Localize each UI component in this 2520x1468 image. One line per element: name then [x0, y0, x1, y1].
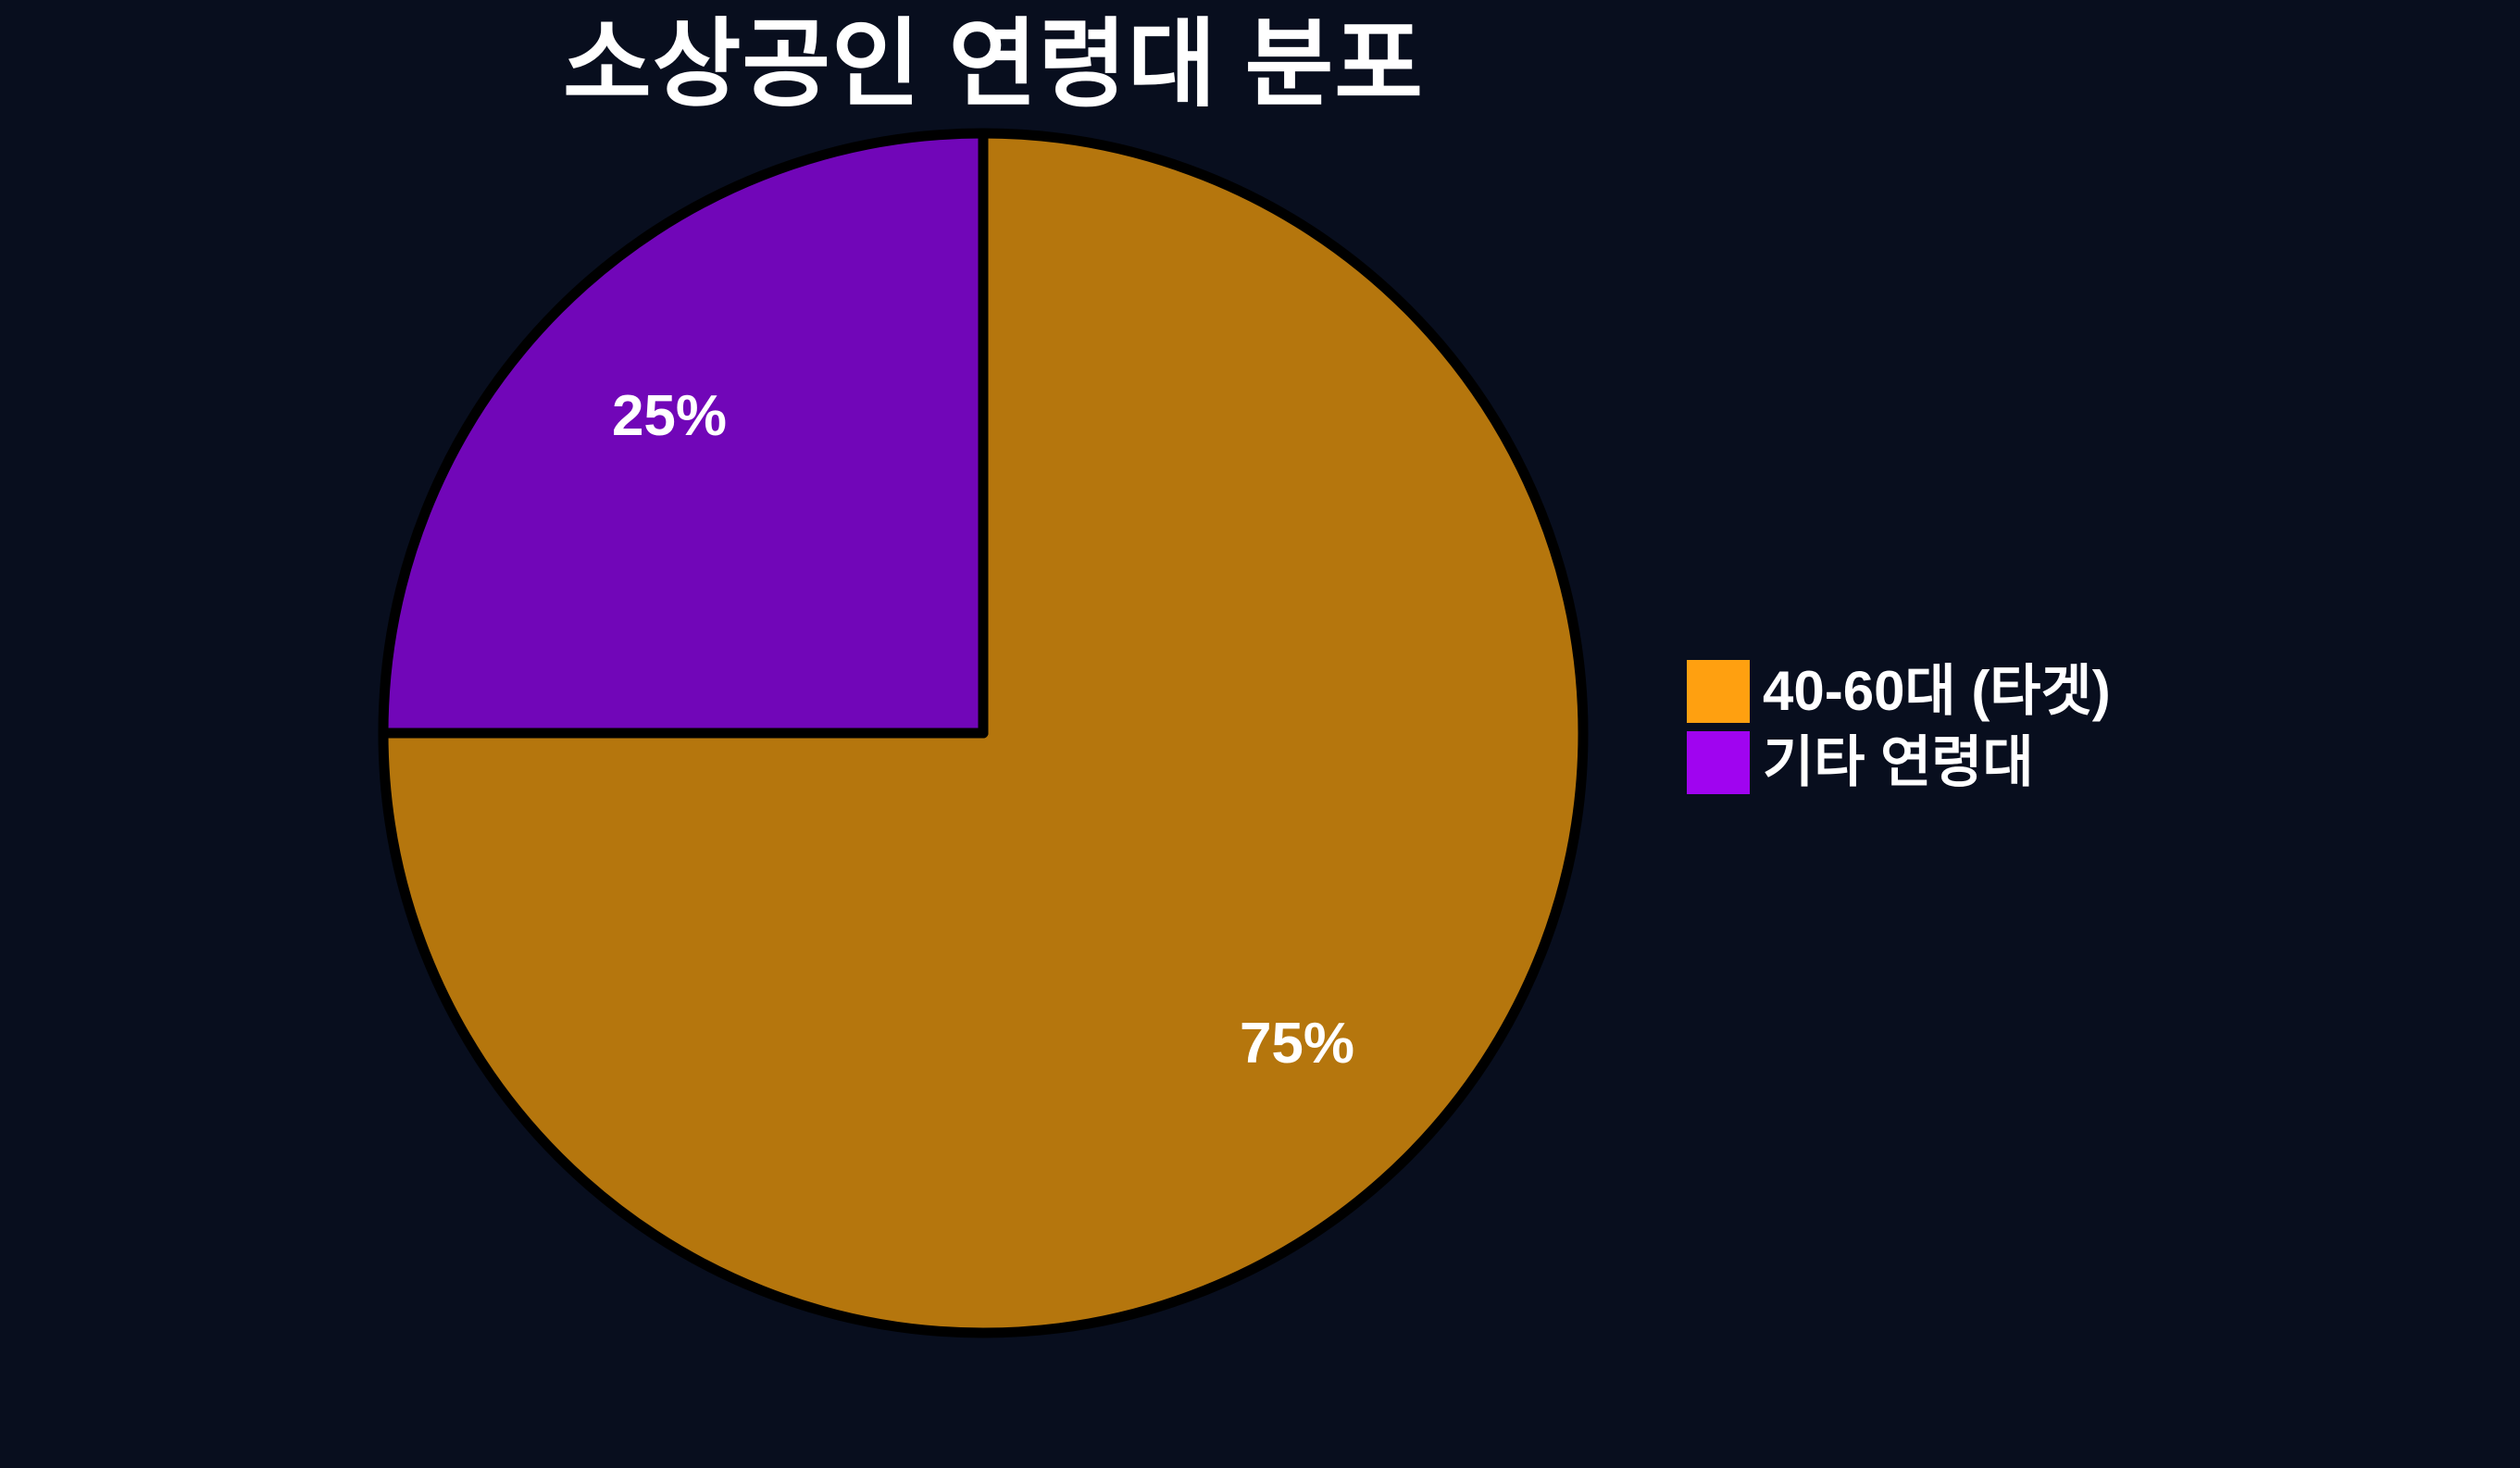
- pct-label-40-60: 75%: [1239, 1011, 1355, 1076]
- legend-swatch-purple-icon: [1687, 731, 1750, 794]
- pct-label-other: 25%: [611, 383, 728, 448]
- legend-label-other: 기타 연령대: [1763, 731, 2034, 793]
- legend-item-other: 기타 연령대: [1687, 731, 2111, 794]
- legend-label-40-60: 40-60대 (타겟): [1763, 660, 2111, 722]
- chart-title: 소상공인 연령대 분포: [563, 10, 1424, 118]
- legend: 40-60대 (타겟) 기타 연령대: [1687, 660, 2111, 794]
- legend-item-40-60: 40-60대 (타겟): [1687, 660, 2111, 723]
- pie-wedge-other: [378, 128, 989, 739]
- legend-swatch-orange-icon: [1687, 660, 1750, 723]
